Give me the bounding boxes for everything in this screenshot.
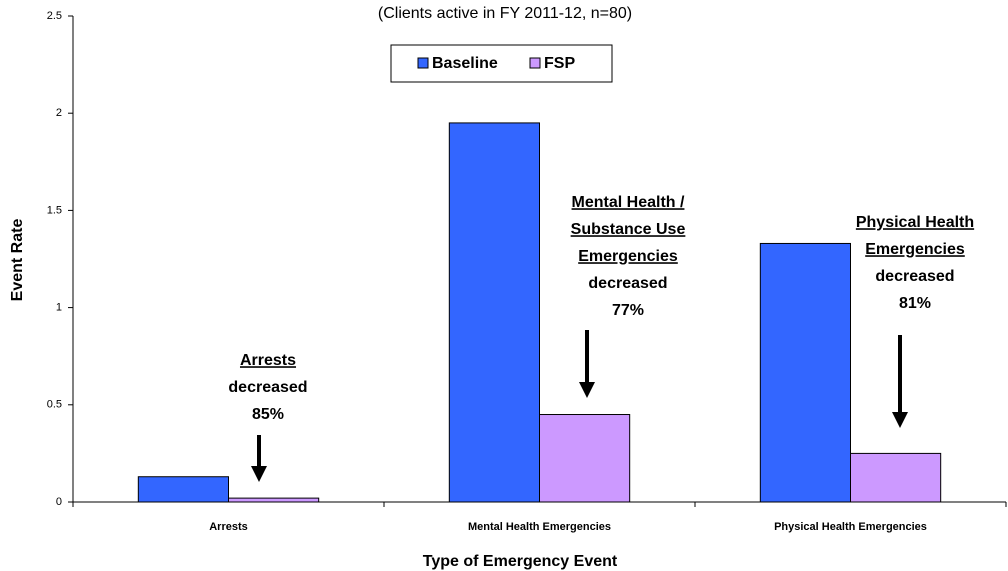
y-tick-label: 1.5: [47, 204, 62, 216]
annotation-text: 85%: [252, 406, 284, 423]
y-tick-label: 2: [56, 107, 62, 119]
annotation-text: decreased: [228, 379, 307, 396]
annotation-text: 77%: [612, 302, 644, 319]
x-tick-label: Mental Health Emergencies: [468, 521, 611, 533]
x-axis-title: Type of Emergency Event: [423, 553, 618, 570]
annotation-text: decreased: [588, 275, 667, 292]
y-tick-label: 2.5: [47, 10, 62, 22]
legend-label: Baseline: [432, 55, 498, 72]
y-axis-title: Event Rate: [9, 219, 26, 302]
chart-subtitle: (Clients active in FY 2011-12, n=80): [378, 5, 632, 22]
x-tick-label: Arrests: [209, 521, 248, 533]
y-tick-label: 0: [56, 496, 62, 508]
annotation-heading: Emergencies: [578, 248, 678, 265]
annotation-heading: Emergencies: [865, 241, 965, 258]
legend-swatch: [417, 57, 429, 69]
bar: [850, 452, 942, 503]
annotation-heading: Physical Health: [856, 214, 974, 231]
annotation-heading: Mental Health /: [572, 194, 685, 211]
annotation-text: decreased: [875, 268, 954, 285]
bar: [137, 476, 229, 503]
y-tick-label: 1: [56, 302, 62, 314]
x-tick-label: Physical Health Emergencies: [774, 521, 927, 533]
bar: [448, 122, 540, 503]
bar: [759, 242, 851, 503]
bar: [228, 497, 320, 503]
y-tick-label: 0.5: [47, 399, 62, 411]
annotation-heading: Substance Use: [571, 221, 686, 238]
annotation-text: 81%: [899, 295, 931, 312]
bar: [539, 414, 631, 503]
legend-swatch: [529, 57, 541, 69]
legend-label: FSP: [544, 55, 575, 72]
annotation-heading: Arrests: [240, 352, 296, 369]
